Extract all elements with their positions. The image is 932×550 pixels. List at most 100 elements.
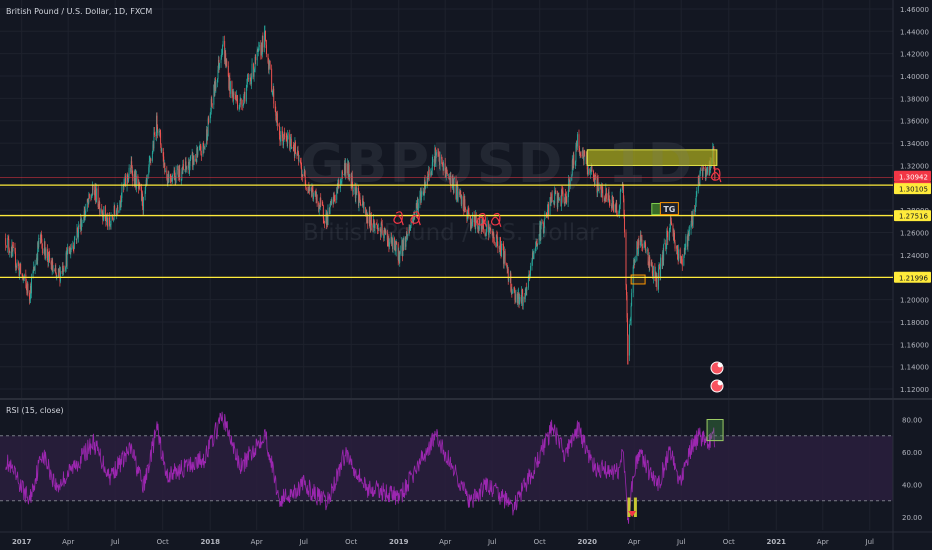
candle-body (656, 275, 658, 290)
candle (462, 191, 464, 212)
candle-body (361, 205, 363, 206)
candle (702, 164, 704, 178)
candle-body (707, 166, 709, 173)
candle-body (630, 305, 632, 321)
candle (525, 286, 527, 297)
candle-body (62, 266, 64, 272)
candle (547, 201, 549, 211)
candle (609, 195, 610, 208)
candle (442, 162, 444, 166)
candle-body (344, 163, 346, 175)
event-flag-icon (717, 380, 723, 386)
candle-body (227, 65, 229, 76)
candle-body (172, 175, 173, 182)
candle-body (673, 232, 675, 240)
candle (637, 238, 639, 257)
candle (517, 289, 519, 307)
candle-body (276, 113, 278, 123)
candle (28, 290, 30, 305)
candle (334, 195, 336, 202)
candle (40, 230, 42, 243)
candle (430, 170, 432, 177)
candle-body (258, 45, 260, 47)
candle (537, 243, 539, 250)
candle-body (70, 247, 72, 250)
candle-body (23, 277, 25, 279)
candle-body (26, 286, 28, 293)
candle-body (543, 219, 545, 229)
candle-body (376, 224, 378, 226)
candle (52, 265, 54, 274)
candle-body (495, 243, 497, 247)
candle (287, 129, 289, 149)
candle-body (29, 299, 31, 301)
candle (131, 165, 133, 176)
candle-body (320, 198, 322, 202)
candle (114, 204, 116, 216)
candle (619, 204, 621, 214)
candle-body (287, 134, 289, 136)
candle-body (235, 98, 237, 100)
candle-body (356, 187, 358, 194)
candle-body (210, 112, 212, 114)
candle-body (305, 184, 307, 188)
candle (242, 99, 244, 111)
candle-body (293, 148, 295, 156)
candle (562, 186, 563, 195)
candle-body (257, 48, 259, 51)
candle-body (237, 100, 239, 109)
candle (88, 193, 90, 199)
candle (257, 48, 259, 52)
candle (490, 227, 492, 234)
candle-body (32, 271, 34, 278)
candle-body (466, 213, 468, 220)
candle (25, 278, 27, 291)
candle-body (275, 115, 277, 123)
candle (330, 200, 331, 208)
candle-body (265, 40, 267, 45)
price-tag-4: 1.27516 (894, 210, 931, 222)
candle (265, 39, 267, 49)
candle-body (604, 197, 606, 201)
candle (651, 259, 653, 267)
candle-body (315, 192, 317, 200)
candle (199, 141, 201, 152)
candle-body (575, 142, 577, 146)
candle-body (101, 209, 103, 214)
candle (685, 233, 687, 251)
candle (589, 168, 591, 175)
candle-body (80, 218, 82, 231)
candle (645, 240, 647, 254)
candle (510, 286, 512, 295)
candle-body (558, 197, 560, 201)
price-tick-label: 1.32000 (900, 162, 929, 170)
candle-body (645, 251, 647, 252)
candle-body (243, 96, 245, 104)
candle-body (395, 244, 397, 252)
candle (524, 293, 526, 303)
candle-body (168, 174, 170, 182)
candle (492, 228, 494, 239)
candle-body (290, 138, 292, 142)
candle-body (551, 193, 553, 200)
candle-body (143, 196, 145, 211)
candle (253, 62, 255, 80)
rsi-zone-2 (627, 497, 631, 517)
candle-body (572, 154, 574, 169)
candle-body (188, 162, 189, 168)
candle-body (126, 174, 128, 187)
candle (438, 150, 440, 162)
candle-body (354, 186, 356, 190)
candle-body (372, 225, 374, 228)
candle (300, 157, 302, 170)
candle-body (595, 175, 596, 177)
candle (244, 88, 246, 104)
candle-body (280, 131, 282, 142)
candle-body (566, 196, 568, 203)
candle-body (272, 88, 274, 92)
candle-body (521, 289, 523, 302)
candle-body (185, 161, 187, 167)
candle (72, 242, 74, 252)
candle (323, 220, 325, 229)
